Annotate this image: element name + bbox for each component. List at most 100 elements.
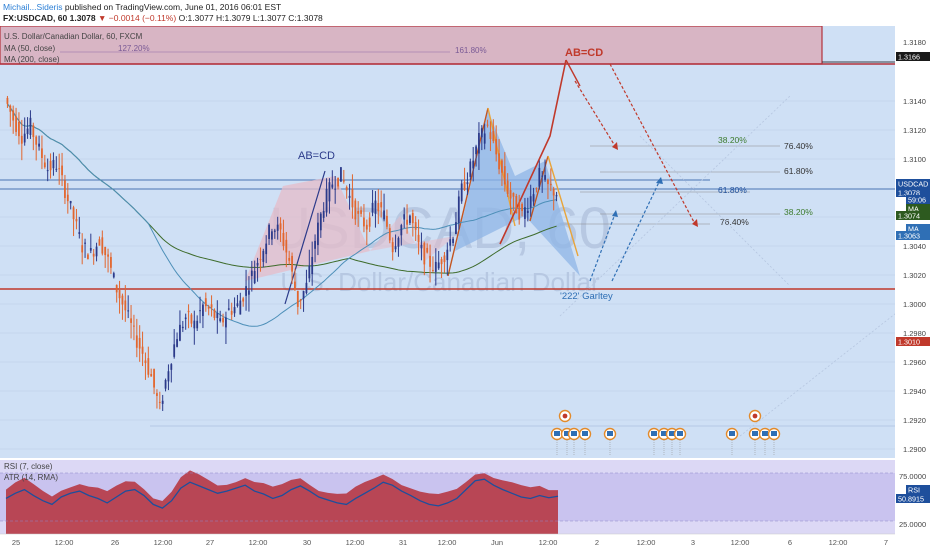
candle-body — [285, 239, 288, 253]
candle-body — [101, 237, 104, 254]
fib-label-382-b: 38.20% — [784, 207, 813, 217]
candle-body — [78, 232, 81, 235]
candle-body — [414, 222, 417, 230]
candle-body — [265, 243, 268, 255]
time-axis[interactable] — [0, 534, 932, 550]
fib-label-127: 127.20% — [118, 44, 150, 53]
candle-body — [397, 238, 400, 247]
candle-body — [38, 143, 40, 147]
abcd-pattern-mid — [370, 216, 455, 261]
candle-body — [434, 261, 437, 272]
us-flag-icon — [661, 431, 667, 436]
candle-body — [296, 290, 299, 307]
candle-body — [66, 194, 69, 202]
candle-body — [368, 217, 371, 227]
candle-body — [179, 324, 181, 341]
candle-body — [388, 228, 391, 241]
chart-area[interactable]: USDCAD, 60 U.S. Dollar/Canadian Dollar 1… — [0, 25, 932, 550]
candle-body — [466, 182, 469, 185]
last-price: 1.3078 — [69, 13, 96, 23]
candle-body — [43, 162, 46, 168]
candle-body — [219, 318, 222, 322]
candle-body — [512, 192, 515, 197]
candle-body — [314, 240, 316, 249]
us-flag-icon — [669, 431, 675, 436]
price-badge-label: 50.8915 — [898, 495, 924, 504]
projection-arrows[interactable] — [574, 63, 698, 282]
price-axis[interactable] — [895, 26, 932, 534]
legend-ma200[interactable]: MA (200, close) — [4, 55, 60, 64]
chart-title: U.S. Dollar/Canadian Dollar, 60, FXCM — [4, 32, 143, 41]
candle-body — [386, 215, 388, 227]
candle-body — [216, 313, 219, 319]
candle-body — [518, 202, 521, 220]
candle-body — [273, 230, 276, 232]
candle-body — [549, 183, 552, 186]
candle-body — [167, 371, 170, 382]
price-badge-bg — [896, 188, 930, 197]
price-badge-label: 59:06 — [908, 196, 926, 205]
candle-body — [489, 132, 492, 139]
candle-body — [156, 393, 158, 396]
candle-body — [150, 373, 153, 377]
candlesticks[interactable] — [6, 95, 558, 411]
candle-body — [12, 110, 15, 121]
legend-rsi[interactable]: RSI (7, close) — [4, 462, 53, 471]
fib-label-382-a: 38.20% — [718, 135, 747, 145]
fib-label-161: 161.80% — [455, 46, 487, 55]
candle-body — [374, 200, 377, 214]
candle-body — [426, 247, 429, 253]
candle-body — [492, 130, 495, 141]
candle-body — [115, 284, 118, 293]
fib-label-764-b: 76.40% — [720, 217, 749, 227]
candle-body — [239, 300, 242, 315]
time-label: 6 — [788, 538, 792, 547]
candle-body — [161, 400, 164, 404]
candle-body — [417, 234, 420, 243]
candle-body — [110, 257, 112, 268]
fib-label-618-a: 61.80% — [784, 166, 813, 176]
candle-body — [521, 203, 523, 212]
ma50-line[interactable] — [7, 103, 557, 327]
candle-body — [89, 248, 92, 251]
symbol-label: FX:USDCAD, 60 — [3, 13, 68, 23]
candle-body — [371, 202, 374, 213]
price-badge-label: 1.3078 — [898, 189, 920, 198]
candle-body — [127, 310, 130, 312]
price-badge-bg — [896, 179, 930, 188]
candle-body — [423, 243, 426, 265]
us-flag-icon — [607, 431, 613, 436]
us-flag-icon — [651, 431, 657, 436]
time-label: 12:00 — [539, 538, 558, 547]
candle-body — [81, 245, 84, 253]
event-icons[interactable] — [550, 409, 781, 457]
price-tick: 1.3020 — [903, 271, 926, 280]
legend-atr[interactable]: ATR (14, RMA) — [4, 473, 59, 482]
grid-lines — [0, 61, 895, 450]
candle-body — [193, 320, 196, 329]
candle-body — [173, 344, 176, 357]
candle-body — [84, 242, 86, 244]
author-link[interactable]: Michail...Sideris — [3, 2, 63, 12]
price-badge-bg — [906, 204, 930, 213]
down-triangle-icon: ▼ — [97, 13, 107, 23]
harmonic-patterns[interactable] — [245, 59, 581, 305]
candle-body — [141, 346, 144, 354]
candle-body — [380, 202, 383, 208]
candle-body — [222, 317, 224, 323]
maple-leaf-icon — [752, 413, 758, 419]
candle-body — [153, 369, 155, 388]
time-label: 25 — [12, 538, 20, 547]
candle-body — [138, 337, 141, 349]
candle-body — [253, 271, 256, 284]
candle-body — [348, 195, 351, 198]
candle-body — [544, 175, 546, 180]
candle-body — [449, 239, 452, 246]
us-flag-icon — [564, 431, 570, 436]
candle-body — [446, 249, 449, 261]
legend-ma50[interactable]: MA (50, close) — [4, 44, 56, 53]
rsi-line[interactable] — [5, 478, 559, 509]
candle-body — [406, 219, 408, 225]
candle-body — [325, 188, 328, 213]
candle-body — [365, 224, 368, 230]
